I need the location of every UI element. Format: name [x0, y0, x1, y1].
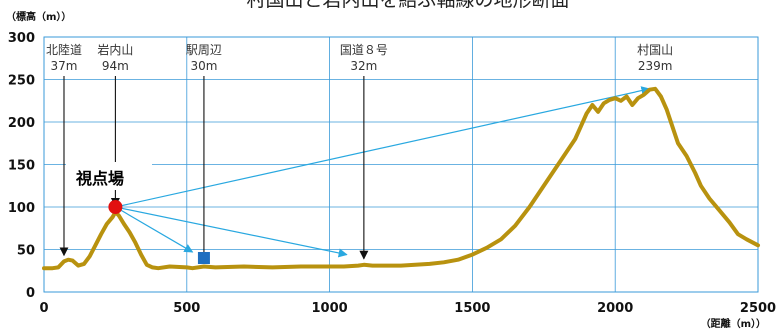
viewpoint-marker	[108, 200, 123, 214]
annotation-elevation: 37m	[51, 59, 78, 73]
chart-title: 村国山と岩内山を結ぶ軸線の地形断面	[246, 0, 569, 11]
annotation-name: 駅周辺	[186, 43, 222, 57]
tick-labels: 0 50 100 150 200 250 300 0 500 1000 1500 2000 2500	[8, 31, 776, 316]
annotation-name: 北陸道	[46, 43, 82, 57]
viewpoint-label: 視点場	[75, 169, 124, 188]
y-axis-unit-label: （標高（m））	[6, 10, 71, 23]
sight-lines	[115, 86, 651, 258]
annotation-name: 村国山	[637, 43, 673, 57]
y-tick-label: 150	[8, 159, 35, 174]
y-tick-label: 200	[8, 116, 35, 131]
y-tick-label: 0	[26, 286, 35, 301]
annotation-elevation: 30m	[190, 59, 217, 73]
sight-line-1	[115, 206, 348, 258]
markers: 視点場	[66, 162, 210, 264]
grid	[43, 36, 759, 293]
sight-line-0	[115, 206, 194, 253]
annotations: 北陸道 37m 岩内山 94m 駅周辺 30m 国道８号 32m 村国山 239m	[46, 42, 673, 262]
station-marker	[197, 252, 210, 264]
annotation-3: 国道８号 32m	[340, 43, 388, 260]
x-tick-label: 0	[39, 301, 48, 316]
x-tick-label: 2000	[597, 301, 633, 316]
annotation-elevation: 239m	[638, 59, 673, 73]
annotation-name: 国道８号	[340, 43, 388, 57]
y-tick-label: 300	[8, 31, 35, 46]
annotation-name: 岩内山	[97, 42, 133, 57]
annotation-0: 北陸道 37m	[46, 43, 82, 257]
viewpoint-label-background	[66, 162, 152, 190]
y-tick-label: 50	[17, 244, 35, 259]
annotation-elevation: 94m	[102, 59, 129, 73]
y-tick-label: 100	[8, 201, 35, 216]
annotation-4: 村国山 239m	[637, 43, 673, 73]
annotation-elevation: 32m	[350, 59, 377, 73]
x-tick-label: 1500	[454, 301, 490, 316]
x-axis-unit-label: （距離（m））	[701, 317, 766, 330]
annotation-2: 駅周辺 30m	[186, 43, 222, 262]
x-tick-label: 500	[173, 301, 200, 316]
y-tick-label: 250	[8, 74, 35, 89]
x-tick-label: 1000	[312, 301, 348, 316]
x-tick-label: 2500	[740, 301, 776, 316]
